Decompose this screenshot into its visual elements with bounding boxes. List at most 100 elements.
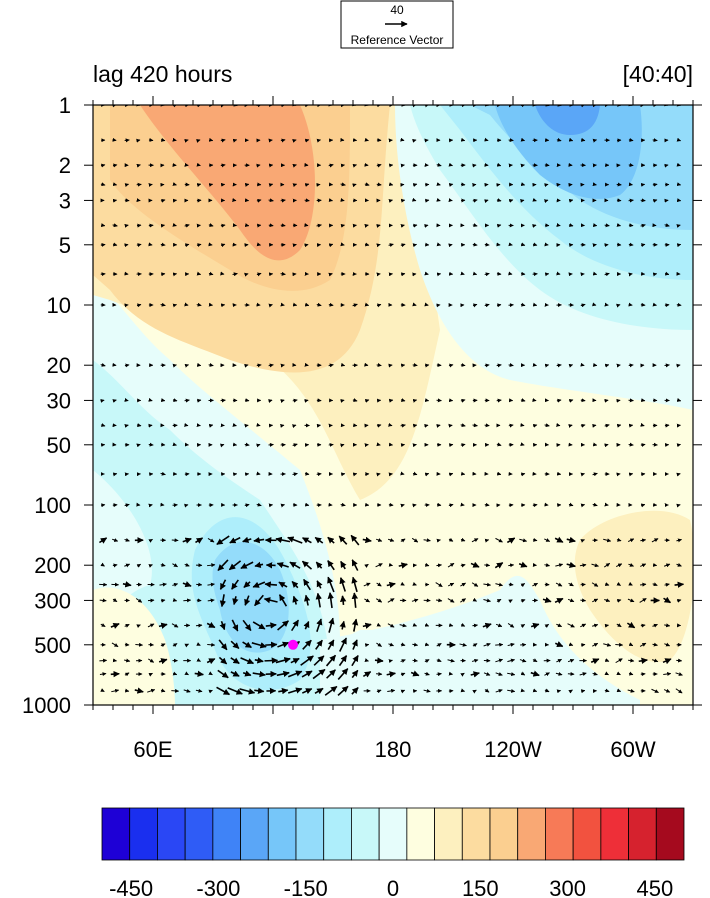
wind-vector [664,303,670,308]
wind-vector [484,363,490,368]
wind-vector [460,182,466,187]
wind-vector [172,563,178,568]
wind-vector [508,563,515,568]
wind-vector [352,303,358,308]
wind-vector [100,503,106,508]
wind-vector [472,643,478,648]
wind-vector [615,658,623,664]
wind-vector [425,363,430,368]
wind-vector [496,363,502,368]
wind-vector [676,137,682,142]
wind-vector [159,582,167,587]
y-tick-label: 300 [34,588,71,613]
wind-vector [280,198,286,203]
wind-vector [628,363,634,368]
wind-vector [472,423,478,428]
wind-vector [340,472,346,477]
wind-vector [339,577,346,592]
wind-vector [483,642,491,647]
wind-vector [579,672,587,676]
wind-vector [472,597,477,602]
wind-vector [590,658,600,665]
wind-vector [277,641,290,648]
wind-vector [376,303,382,308]
wind-vector [460,443,466,448]
wind-vector [460,672,465,677]
wind-vector [135,642,144,647]
wind-vector [616,223,621,227]
wind-vector [136,443,141,448]
wind-vector [675,672,683,676]
wind-vector [351,687,359,695]
wind-vector [425,198,430,203]
wind-vector [376,363,382,367]
y-tick-label: 200 [34,553,71,578]
wind-vector [376,182,382,187]
wind-vector [280,138,286,143]
wind-vector [628,137,634,142]
wind-vector [230,657,240,665]
wind-vector [351,592,359,608]
wind-vector [472,271,478,276]
wind-vector [136,423,142,428]
wind-vector [580,303,586,308]
wind-vector [449,443,454,448]
wind-vector [303,620,310,630]
wind-vector [124,397,129,402]
wind-vector [328,243,334,248]
wind-vector [652,272,658,277]
wind-vector [292,443,298,448]
wind-vector [436,643,442,647]
wind-vector [652,623,658,628]
wind-vector [124,183,129,188]
wind-vector [400,689,406,694]
wind-vector [100,223,106,228]
wind-vector [507,672,516,677]
wind-vector [616,303,621,308]
wind-vector [616,598,622,603]
wind-vector [520,242,526,247]
wind-vector [398,562,408,569]
wind-vector [544,423,550,428]
wind-vector [412,582,417,586]
wind-vector [147,688,156,693]
wind-vector [592,671,598,676]
wind-vector [112,563,118,568]
reference-point-marker [288,639,298,650]
wind-vector [304,198,310,203]
wind-vector [544,363,550,368]
colorbar-label: 150 [462,876,499,898]
wind-vector [172,671,178,676]
wind-vector [196,657,201,662]
wind-vector [640,422,645,427]
wind-vector [244,363,249,368]
wind-vector [291,580,299,589]
wind-vector [208,363,214,367]
wind-vector [448,182,454,187]
wind-vector [448,162,453,167]
wind-vector [387,623,395,628]
wind-vector [580,623,587,628]
wind-vector [579,563,587,568]
contour-band-neg5-right [495,105,642,199]
wind-vector [436,242,441,247]
wind-vector [495,658,503,663]
wind-vector [339,595,347,606]
wind-vector [508,138,514,143]
wind-vector [460,688,466,693]
wind-vector [99,658,108,663]
wind-vector [351,559,359,571]
wind-vector [136,563,141,568]
wind-vector [207,537,215,543]
wind-vector [436,672,442,677]
wind-vector [328,363,334,368]
wind-vector [231,619,239,632]
wind-vector [556,137,562,142]
wind-vector [124,658,131,663]
wind-vector [254,657,264,664]
wind-vector [301,560,313,570]
wind-vector [253,536,265,544]
wind-vector [424,398,430,403]
wind-vector [592,271,598,276]
wind-vector [616,688,622,693]
